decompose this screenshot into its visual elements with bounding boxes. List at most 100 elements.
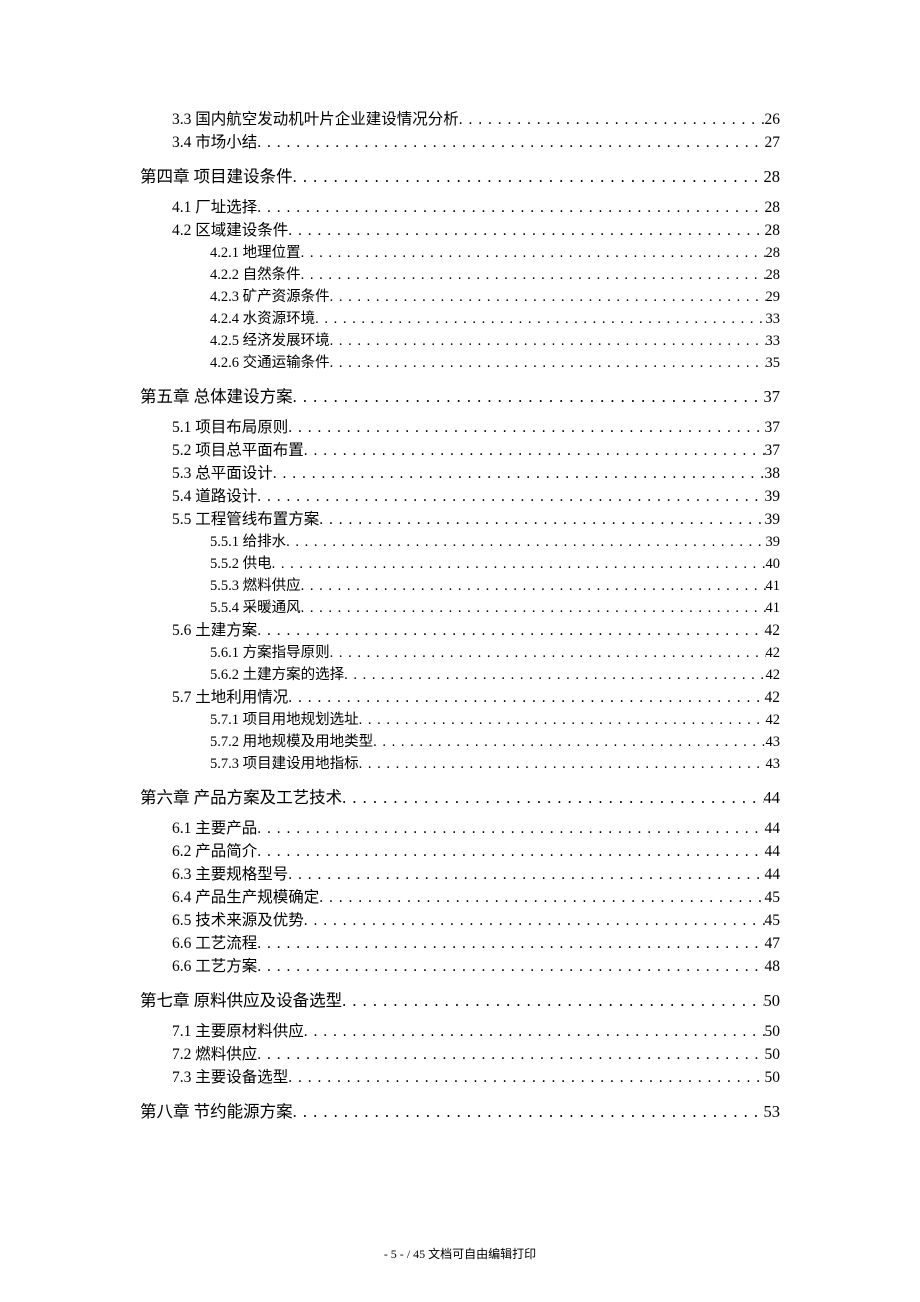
toc-entry-page: 41 xyxy=(766,597,781,619)
toc-leader-dots: . . . . . . . . . . . . . . . . . . . . … xyxy=(301,264,766,286)
toc-entry-label: 4.2.2 自然条件 xyxy=(210,264,301,286)
toc-leader-dots: . . . . . . . . . . . . . . . . . . . . … xyxy=(257,619,764,642)
toc-leader-dots: . . . . . . . . . . . . . . . . . . . . … xyxy=(288,863,764,886)
toc-entry-label: 6.2 产品简介 xyxy=(172,840,257,863)
toc-entry-page: 45 xyxy=(765,909,781,932)
toc-entry-label: 第四章 项目建设条件 xyxy=(140,164,293,190)
toc-entry: 7.3 主要设备选型. . . . . . . . . . . . . . . … xyxy=(140,1066,780,1089)
toc-entry-page: 38 xyxy=(765,462,781,485)
toc-leader-dots: . . . . . . . . . . . . . . . . . . . . … xyxy=(301,597,766,619)
toc-entry: 4.2.1 地理位置. . . . . . . . . . . . . . . … xyxy=(140,242,780,264)
toc-leader-dots: . . . . . . . . . . . . . . . . . . . . … xyxy=(257,817,764,840)
toc-entry-page: 48 xyxy=(765,955,781,978)
toc-entry-label: 5.5.3 燃料供应 xyxy=(210,575,301,597)
toc-leader-dots: . . . . . . . . . . . . . . . . . . . . … xyxy=(257,840,764,863)
toc-entry-label: 4.2.6 交通运输条件 xyxy=(210,352,330,374)
footer-separator: / xyxy=(404,1247,413,1261)
toc-leader-dots: . . . . . . . . . . . . . . . . . . . . … xyxy=(359,753,766,775)
toc-leader-dots: . . . . . . . . . . . . . . . . . . . . … xyxy=(344,664,765,686)
toc-entry-page: 42 xyxy=(766,709,781,731)
toc-entry: 6.3 主要规格型号. . . . . . . . . . . . . . . … xyxy=(140,863,780,886)
toc-leader-dots: . . . . . . . . . . . . . . . . . . . . … xyxy=(293,384,764,410)
toc-leader-dots: . . . . . . . . . . . . . . . . . . . . … xyxy=(342,988,763,1014)
toc-entry-page: 44 xyxy=(765,840,781,863)
toc-leader-dots: . . . . . . . . . . . . . . . . . . . . … xyxy=(288,1066,764,1089)
toc-entry-label: 6.6 工艺方案 xyxy=(172,955,257,978)
toc-entry: 第五章 总体建设方案. . . . . . . . . . . . . . . … xyxy=(140,384,780,410)
toc-entry-label: 第七章 原料供应及设备选型 xyxy=(140,988,342,1014)
toc-entry-page: 33 xyxy=(766,330,781,352)
toc-entry-page: 41 xyxy=(766,575,781,597)
toc-leader-dots: . . . . . . . . . . . . . . . . . . . . … xyxy=(319,886,764,909)
toc-entry: 4.2.2 自然条件. . . . . . . . . . . . . . . … xyxy=(140,264,780,286)
toc-entry-page: 42 xyxy=(765,619,781,642)
toc-entry: 4.1 厂址选择. . . . . . . . . . . . . . . . … xyxy=(140,196,780,219)
toc-entry-page: 39 xyxy=(765,485,781,508)
toc-entry: 6.6 工艺流程. . . . . . . . . . . . . . . . … xyxy=(140,932,780,955)
toc-entry-label: 4.1 厂址选择 xyxy=(172,196,257,219)
toc-entry-label: 4.2 区域建设条件 xyxy=(172,219,288,242)
toc-entry-label: 6.3 主要规格型号 xyxy=(172,863,288,886)
toc-entry-label: 4.2.5 经济发展环境 xyxy=(210,330,330,352)
toc-entry-label: 6.6 工艺流程 xyxy=(172,932,257,955)
toc-entry-label: 5.6 土建方案 xyxy=(172,619,257,642)
toc-entry-page: 50 xyxy=(765,1020,781,1043)
toc-entry-page: 44 xyxy=(765,863,781,886)
toc-leader-dots: . . . . . . . . . . . . . . . . . . . . … xyxy=(257,955,764,978)
toc-entry: 4.2 区域建设条件. . . . . . . . . . . . . . . … xyxy=(140,219,780,242)
toc-entry: 6.2 产品简介. . . . . . . . . . . . . . . . … xyxy=(140,840,780,863)
toc-leader-dots: . . . . . . . . . . . . . . . . . . . . … xyxy=(257,932,764,955)
toc-leader-dots: . . . . . . . . . . . . . . . . . . . . … xyxy=(459,108,765,131)
toc-entry-label: 5.5 工程管线布置方案 xyxy=(172,508,319,531)
toc-entry-page: 28 xyxy=(765,219,781,242)
toc-entry-label: 5.6.1 方案指导原则 xyxy=(210,642,330,664)
toc-entry: 5.6.2 土建方案的选择. . . . . . . . . . . . . .… xyxy=(140,664,780,686)
toc-entry-label: 5.2 项目总平面布置 xyxy=(172,439,304,462)
toc-entry: 5.5.4 采暖通风. . . . . . . . . . . . . . . … xyxy=(140,597,780,619)
toc-leader-dots: . . . . . . . . . . . . . . . . . . . . … xyxy=(304,1020,765,1043)
toc-entry-page: 44 xyxy=(764,785,781,811)
toc-leader-dots: . . . . . . . . . . . . . . . . . . . . … xyxy=(330,642,766,664)
toc-entry-page: 47 xyxy=(765,932,781,955)
toc-entry: 5.5 工程管线布置方案. . . . . . . . . . . . . . … xyxy=(140,508,780,531)
toc-entry-label: 7.3 主要设备选型 xyxy=(172,1066,288,1089)
toc-entry: 第四章 项目建设条件. . . . . . . . . . . . . . . … xyxy=(140,164,780,190)
toc-entry: 5.6.1 方案指导原则. . . . . . . . . . . . . . … xyxy=(140,642,780,664)
toc-entry: 5.5.1 给排水. . . . . . . . . . . . . . . .… xyxy=(140,531,780,553)
toc-entry: 4.2.4 水资源环境. . . . . . . . . . . . . . .… xyxy=(140,308,780,330)
toc-entry-page: 37 xyxy=(764,384,781,410)
toc-entry: 4.2.3 矿产资源条件. . . . . . . . . . . . . . … xyxy=(140,286,780,308)
toc-entry: 第八章 节约能源方案. . . . . . . . . . . . . . . … xyxy=(140,1099,780,1125)
toc-entry-label: 5.5.4 采暖通风 xyxy=(210,597,301,619)
toc-entry-label: 5.6.2 土建方案的选择 xyxy=(210,664,344,686)
toc-entry-label: 5.1 项目布局原则 xyxy=(172,416,288,439)
toc-entry: 3.3 国内航空发动机叶片企业建设情况分析. . . . . . . . . .… xyxy=(140,108,780,131)
toc-entry: 7.1 主要原材料供应. . . . . . . . . . . . . . .… xyxy=(140,1020,780,1043)
toc-leader-dots: . . . . . . . . . . . . . . . . . . . . … xyxy=(288,416,764,439)
toc-entry-label: 7.1 主要原材料供应 xyxy=(172,1020,304,1043)
toc-entry-page: 29 xyxy=(766,286,781,308)
toc-leader-dots: . . . . . . . . . . . . . . . . . . . . … xyxy=(286,531,765,553)
toc-entry-label: 5.7.3 项目建设用地指标 xyxy=(210,753,359,775)
toc-leader-dots: . . . . . . . . . . . . . . . . . . . . … xyxy=(373,731,765,753)
toc-leader-dots: . . . . . . . . . . . . . . . . . . . . … xyxy=(257,131,764,154)
toc-entry-page: 27 xyxy=(765,131,781,154)
footer-page-indicator: - 5 - xyxy=(384,1247,404,1261)
toc-entry-page: 45 xyxy=(765,886,781,909)
toc-leader-dots: . . . . . . . . . . . . . . . . . . . . … xyxy=(293,1099,764,1125)
toc-leader-dots: . . . . . . . . . . . . . . . . . . . . … xyxy=(304,439,765,462)
toc-entry-label: 4.2.3 矿产资源条件 xyxy=(210,286,330,308)
toc-entry-label: 5.7 土地利用情况 xyxy=(172,686,288,709)
toc-entry-label: 5.3 总平面设计 xyxy=(172,462,273,485)
toc-page: 3.3 国内航空发动机叶片企业建设情况分析. . . . . . . . . .… xyxy=(0,0,920,1191)
toc-entry: 5.4 道路设计. . . . . . . . . . . . . . . . … xyxy=(140,485,780,508)
toc-entry-page: 28 xyxy=(766,264,781,286)
toc-entry-page: 33 xyxy=(766,308,781,330)
toc-entry-label: 6.1 主要产品 xyxy=(172,817,257,840)
toc-entry-label: 第八章 节约能源方案 xyxy=(140,1099,293,1125)
toc-entry-label: 6.4 产品生产规模确定 xyxy=(172,886,319,909)
toc-entry-label: 6.5 技术来源及优势 xyxy=(172,909,304,932)
toc-entry-page: 28 xyxy=(764,164,781,190)
toc-entry-label: 4.2.4 水资源环境 xyxy=(210,308,315,330)
toc-entry: 5.3 总平面设计. . . . . . . . . . . . . . . .… xyxy=(140,462,780,485)
